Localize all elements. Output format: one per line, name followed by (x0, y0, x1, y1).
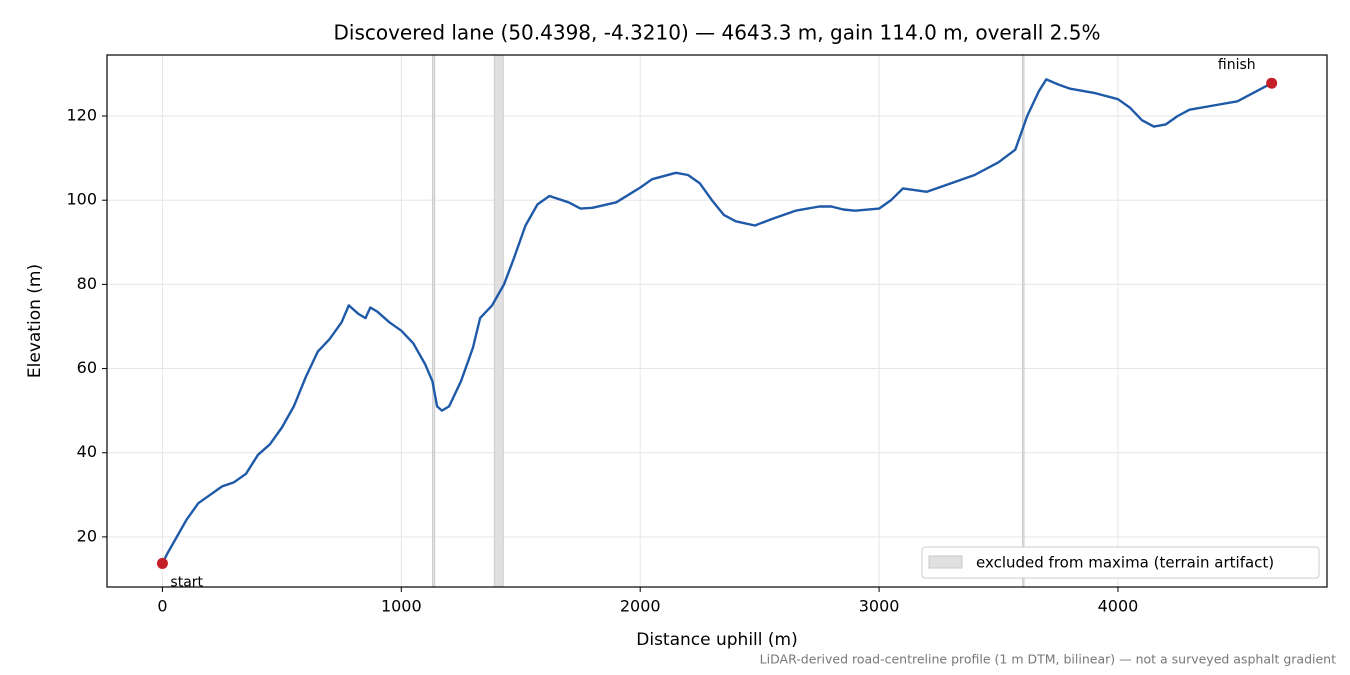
chart-title: Discovered lane (50.4398, -4.3210) — 464… (333, 21, 1100, 45)
y-tick-label: 60 (77, 358, 97, 377)
excluded-band (431, 54, 436, 588)
y-tick-label: 120 (66, 106, 97, 125)
start-marker (156, 557, 168, 569)
x-tick-label: 4000 (1098, 597, 1139, 616)
y-tick-label: 80 (77, 274, 97, 293)
excluded-band (1022, 54, 1025, 588)
excluded-band (493, 54, 504, 588)
x-tick-label: 3000 (859, 597, 900, 616)
elevation-line (161, 78, 1273, 564)
legend-label: excluded from maxima (terrain artifact) (976, 554, 1274, 572)
plot-frame (106, 54, 1328, 588)
legend-box (921, 546, 1320, 579)
x-tick-label: 2000 (620, 597, 661, 616)
x-tick-label: 1000 (381, 597, 422, 616)
x-axis-label: Distance uphill (m) (636, 630, 797, 650)
footnote: LiDAR-derived road-centreline profile (1… (760, 652, 1336, 667)
y-tick-label: 20 (77, 526, 97, 545)
legend-swatch (928, 555, 963, 569)
y-axis-label: Elevation (m) (25, 264, 45, 378)
y-tick-label: 40 (77, 442, 97, 461)
x-tick-label: 0 (157, 597, 167, 616)
start-label: start (170, 574, 203, 590)
y-tick-label: 100 (66, 190, 97, 209)
finish-label: finish (1218, 57, 1256, 73)
finish-marker (1266, 77, 1278, 89)
